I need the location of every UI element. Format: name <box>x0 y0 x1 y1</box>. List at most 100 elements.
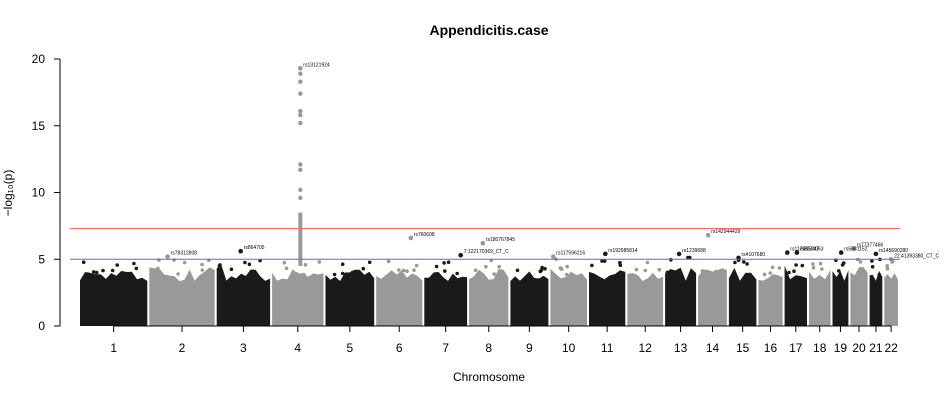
snp-dot <box>397 268 401 272</box>
snp-label: rs760608 <box>414 232 435 238</box>
x-axis: 1 2 3 4 5 6 7 8 9 10 11 12 13 14 15 16 17 18 19 20 21 22 <box>110 325 898 355</box>
snp-label: rs77377466 <box>857 243 884 249</box>
x-tick-label: 2 <box>179 341 186 355</box>
top-snp-point <box>408 235 414 241</box>
chromosome-column-17 <box>784 265 807 326</box>
peak-snp-dot <box>298 79 303 84</box>
snp-dot <box>762 272 767 277</box>
x-tick-label: 14 <box>706 341 720 355</box>
snp-dot <box>634 267 639 272</box>
snp-dot <box>745 262 749 266</box>
chromosome-column-21 <box>869 270 883 326</box>
snp-dot <box>91 270 96 274</box>
x-tick-label: 13 <box>674 341 688 355</box>
snp-label: 7:122170369_CT_C <box>464 249 509 255</box>
snp-label: rs145690280 <box>879 248 908 254</box>
peak-snp-dot <box>298 71 303 76</box>
snp-dot <box>386 259 391 264</box>
top-snp-point <box>705 232 711 238</box>
snp-dot <box>484 264 488 269</box>
snp-dot <box>247 262 252 267</box>
snp-dot <box>405 269 409 274</box>
snp-dot <box>837 269 841 273</box>
x-tick-label: 19 <box>834 341 848 355</box>
y-tick-label: 20 <box>32 52 46 66</box>
x-tick-label: 5 <box>347 341 354 355</box>
x-tick-label: 16 <box>764 341 778 355</box>
top-snp-point <box>458 252 464 258</box>
snp-dot <box>792 269 796 274</box>
y-axis: 0 5 10 15 20 <box>32 52 61 333</box>
snp-dot <box>115 263 119 267</box>
x-tick-label: 6 <box>396 341 403 355</box>
top-snp-point <box>298 66 303 71</box>
snp-label: rs180767845 <box>486 237 515 243</box>
x-tick-label: 18 <box>813 341 827 355</box>
snp-dot <box>317 260 322 264</box>
chromosome-column-6 <box>376 270 423 326</box>
chromosome-column-18 <box>809 269 831 326</box>
snp-dot <box>700 269 705 273</box>
snp-dot <box>442 261 446 265</box>
y-tick-label: 5 <box>38 252 45 266</box>
snp-dot <box>282 260 287 265</box>
snp-dot <box>332 272 337 277</box>
snp-label: rs13121924 <box>303 62 330 68</box>
snp-dot <box>340 262 345 267</box>
snp-dot <box>870 265 875 269</box>
snp-dot <box>558 266 563 270</box>
snp-label: rs864705 <box>244 245 265 251</box>
snp-label: rs117596216 <box>556 251 585 257</box>
snp-dot <box>110 268 115 273</box>
x-tick-label: 1 <box>110 341 117 355</box>
snp-dot <box>497 264 502 269</box>
snp-label: rs142944429 <box>711 229 740 235</box>
snp-dot <box>618 263 623 268</box>
snp-dot <box>295 272 299 276</box>
top-snp-point <box>165 254 170 259</box>
snp-dot <box>200 268 205 272</box>
top-snp-point <box>838 250 844 255</box>
chromosome-column-10 <box>550 268 587 326</box>
top-snp-labels: rs78312808 rs864705 rs13121924 rs760608 7:12… <box>171 62 940 259</box>
chromosome-column-22 <box>884 273 898 326</box>
chromosome-column-1 <box>80 270 148 326</box>
top-snp-point <box>873 251 879 257</box>
snp-dot <box>565 264 569 269</box>
chromosome-column-20 <box>850 267 868 326</box>
y-tick-label: 10 <box>32 186 46 200</box>
snp-dot <box>877 273 881 277</box>
snp-dot <box>229 267 234 272</box>
chromosome-column-2 <box>149 267 215 326</box>
snp-dot <box>434 264 439 269</box>
snp-dot <box>446 260 451 265</box>
x-tick-label: 8 <box>485 341 492 355</box>
x-tick-label: 9 <box>526 341 533 355</box>
snp-dot <box>134 266 139 271</box>
snp-dot <box>492 272 496 276</box>
chromosome-column-9 <box>510 271 549 326</box>
snp-dot <box>303 262 308 267</box>
snp-dot <box>200 262 204 267</box>
snp-dot <box>818 261 823 266</box>
x-tick-label: 4 <box>294 341 301 355</box>
snp-dot <box>401 268 406 273</box>
x-tick-label: 7 <box>442 341 449 355</box>
x-tick-label: 15 <box>736 341 750 355</box>
snp-dot <box>414 263 419 268</box>
chromosome-columns <box>80 255 898 326</box>
top-snp-points <box>165 66 894 262</box>
snp-dot <box>515 268 520 273</box>
snp-dot <box>156 266 160 271</box>
snp-dot <box>590 263 594 268</box>
snp-dot <box>710 273 715 278</box>
x-tick-label: 3 <box>240 341 247 355</box>
snp-dot <box>885 266 890 271</box>
snp-dot <box>768 271 773 275</box>
chromosome-column-15 <box>728 267 757 326</box>
snp-dot <box>742 260 746 264</box>
snp-dot <box>600 259 604 263</box>
snp-dot <box>564 272 569 277</box>
snp-dot <box>284 266 289 271</box>
